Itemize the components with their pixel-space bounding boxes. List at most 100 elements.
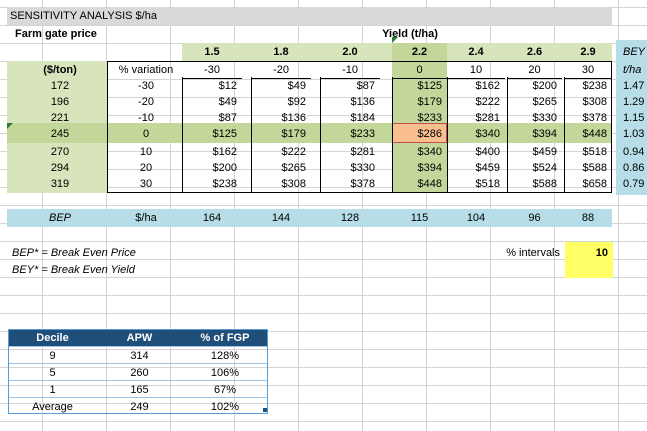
value-cell[interactable]: $340 <box>392 143 447 161</box>
value-cell[interactable]: $308 <box>564 93 612 111</box>
price-cell: 172 <box>50 80 70 92</box>
value-cell[interactable]: $330 <box>320 159 380 177</box>
variation-cell: 30 <box>139 178 153 190</box>
value-cell[interactable]: $281 <box>447 109 505 127</box>
value-cell[interactable]: $394 <box>507 125 562 143</box>
decile-cell: 260 <box>96 363 183 381</box>
value-cell[interactable]: $92 <box>251 93 311 111</box>
yield-variation: -10 <box>320 61 380 79</box>
value-cell[interactable]: $162 <box>182 143 242 161</box>
variation-cell: -30 <box>138 80 154 92</box>
value-cell[interactable]: $265 <box>251 159 311 177</box>
value-cell[interactable]: $136 <box>251 109 311 127</box>
value-cell[interactable]: $588 <box>564 159 612 177</box>
yield-header: 1.8 <box>273 46 289 58</box>
value-cell[interactable]: $448 <box>392 175 447 193</box>
bep-note: BEP* = Break Even Price <box>12 247 136 259</box>
value-cell[interactable]: $87 <box>182 109 242 127</box>
value-cell[interactable]: $265 <box>507 93 562 111</box>
value-cell[interactable]: $281 <box>320 143 380 161</box>
value-cell[interactable]: $12 <box>182 77 242 95</box>
bep-value: 128 <box>340 212 360 224</box>
sensitivity-table-border <box>107 61 612 193</box>
value-cell[interactable]: $588 <box>507 175 562 193</box>
title-bar <box>7 7 612 25</box>
table-resize-handle[interactable] <box>263 408 267 412</box>
value-cell[interactable]: $162 <box>447 77 505 95</box>
yield-header: 2.4 <box>468 46 484 58</box>
value-cell[interactable]: $400 <box>447 143 505 161</box>
value-cell[interactable]: $658 <box>564 175 612 193</box>
decile-cell: 5 <box>9 363 96 381</box>
variation-header: % variation <box>118 64 174 76</box>
value-cell[interactable]: $49 <box>251 77 311 95</box>
value-cell[interactable]: $518 <box>564 143 612 161</box>
decile-cell: 67% <box>183 380 267 398</box>
value-cell[interactable]: $125 <box>392 77 447 95</box>
value-cell[interactable]: $524 <box>507 159 562 177</box>
price-cell: 270 <box>50 146 70 158</box>
value-cell[interactable]: $184 <box>320 109 380 127</box>
intervals-input[interactable]: 10 <box>595 247 608 259</box>
value-cell[interactable]: $394 <box>392 159 447 177</box>
price-cell: 196 <box>50 96 70 108</box>
value-cell[interactable]: $459 <box>507 143 562 161</box>
bey-unit: t/ha <box>623 64 642 76</box>
bep-label: BEP <box>48 212 71 224</box>
intervals-label: % intervals <box>506 247 560 259</box>
value-cell[interactable]: $330 <box>507 109 562 127</box>
value-cell[interactable]: $238 <box>564 77 612 95</box>
variation-cell: 20 <box>139 162 153 174</box>
price-cell: 319 <box>50 178 70 190</box>
bey-cell: 1.29 <box>623 96 645 108</box>
bep-value: 104 <box>466 212 486 224</box>
value-cell[interactable]: $378 <box>320 175 380 193</box>
base-price-row-highlight <box>7 123 612 143</box>
value-cell[interactable]: $49 <box>182 93 242 111</box>
cell-note-marker <box>7 123 13 129</box>
price-cell: 245 <box>50 128 70 140</box>
base-yield-column-highlight <box>392 43 447 193</box>
value-cell[interactable]: $200 <box>507 77 562 95</box>
sheet-title: SENSITIVITY ANALYSIS $/ha <box>10 10 157 22</box>
decile-col-header: % of FGP <box>200 332 250 344</box>
yield-header: 1.5 <box>204 46 220 58</box>
value-cell[interactable]: $200 <box>182 159 242 177</box>
yield-header: 2.6 <box>526 46 543 58</box>
yield-header: 2.2 <box>411 46 428 58</box>
decile-cell: 106% <box>183 363 267 381</box>
value-cell[interactable]: $518 <box>447 175 505 193</box>
yield-variation: -30 <box>182 61 242 79</box>
value-cell[interactable]: $238 <box>182 175 242 193</box>
yield-variation: 10 <box>447 61 505 79</box>
value-cell[interactable]: $125 <box>182 125 242 143</box>
value-cell[interactable]: $87 <box>320 77 380 95</box>
value-cell[interactable]: $233 <box>392 109 447 127</box>
bep-value: 144 <box>271 212 291 224</box>
value-cell[interactable]: $179 <box>251 125 311 143</box>
yield-header: 2.9 <box>580 46 596 58</box>
bey-header: BEY <box>623 46 646 58</box>
value-cell[interactable]: $179 <box>392 93 447 111</box>
value-cell[interactable]: $286 <box>392 125 447 143</box>
value-cell[interactable]: $308 <box>251 175 311 193</box>
decile-cell: 9 <box>9 346 96 364</box>
value-cell[interactable]: $340 <box>447 125 505 143</box>
variation-cell: 10 <box>139 146 153 158</box>
value-cell[interactable]: $448 <box>564 125 612 143</box>
value-cell[interactable]: $222 <box>251 143 311 161</box>
bep-value: 96 <box>528 212 541 224</box>
decile-table <box>8 329 268 414</box>
price-unit-header: ($/ton) <box>43 64 77 76</box>
variation-cell: -10 <box>138 112 154 124</box>
price-cell: 294 <box>50 162 70 174</box>
bey-cell: 1.03 <box>623 128 645 140</box>
bep-value: 115 <box>410 212 429 224</box>
decile-cell: 165 <box>96 380 183 398</box>
value-cell[interactable]: $136 <box>320 93 380 111</box>
value-cell[interactable]: $378 <box>564 109 612 127</box>
value-cell[interactable]: $222 <box>447 93 505 111</box>
value-cell[interactable]: $459 <box>447 159 505 177</box>
decile-col-header: Decile <box>36 332 69 344</box>
value-cell[interactable]: $233 <box>320 125 380 143</box>
